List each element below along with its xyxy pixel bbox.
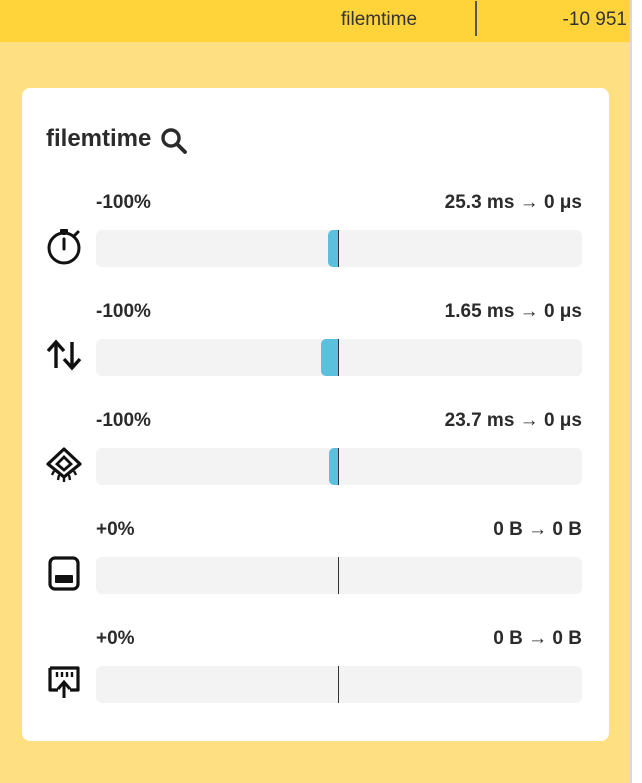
metric-track <box>96 557 582 594</box>
metric-row-wall-time: -100% 25.3 ms → 0 μs <box>22 192 609 282</box>
io-arrows-icon <box>46 339 82 371</box>
metric-row-cpu-time: -100% 23.7 ms → 0 μs <box>22 410 609 500</box>
cpu-chip-icon <box>46 447 82 482</box>
memory-icon <box>48 556 80 591</box>
metric-percent: -100% <box>96 301 151 322</box>
search-icon[interactable] <box>160 127 188 155</box>
network-upload-icon <box>48 666 80 698</box>
card-title: filemtime <box>46 125 152 152</box>
metric-track <box>96 666 582 703</box>
center-line <box>338 448 339 485</box>
top-bar: filemtime -10 951 <box>0 0 630 42</box>
metric-track <box>96 448 582 485</box>
metric-bar <box>321 339 338 376</box>
metric-bar <box>329 448 338 485</box>
center-line <box>338 230 339 267</box>
function-name-label[interactable]: filemtime <box>341 9 418 30</box>
metric-change: 25.3 ms → 0 μs <box>444 192 582 213</box>
metric-percent: -100% <box>96 410 151 431</box>
topbar-divider <box>475 1 477 36</box>
metric-bar <box>328 230 338 267</box>
scrollbar[interactable] <box>630 0 642 783</box>
metric-change: 1.65 ms → 0 μs <box>444 301 582 322</box>
stopwatch-icon <box>47 229 81 265</box>
metric-track <box>96 339 582 376</box>
metric-row-io-time: -100% 1.65 ms → 0 μs <box>22 301 609 391</box>
metric-percent: +0% <box>96 519 135 540</box>
metric-percent: +0% <box>96 628 135 649</box>
metric-percent: -100% <box>96 192 151 213</box>
metric-row-memory: +0% 0 B → 0 B <box>22 519 609 609</box>
center-line <box>338 666 339 703</box>
metric-row-network: +0% 0 B → 0 B <box>22 628 609 718</box>
function-value-label: -10 951 <box>562 9 627 30</box>
center-line <box>338 339 339 376</box>
metric-track <box>96 230 582 267</box>
metric-change: 0 B → 0 B <box>493 628 582 649</box>
metric-change: 0 B → 0 B <box>493 519 582 540</box>
metric-change: 23.7 ms → 0 μs <box>444 410 582 431</box>
comparison-card: filemtime -100% 25.3 ms → 0 μs -100% 1.6… <box>22 88 609 741</box>
center-line <box>338 557 339 594</box>
